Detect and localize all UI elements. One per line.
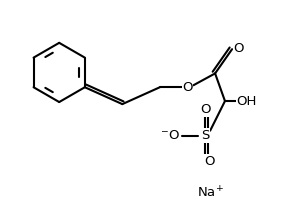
Text: O: O bbox=[200, 103, 210, 116]
Text: Na$^{+}$: Na$^{+}$ bbox=[197, 185, 224, 200]
Text: O: O bbox=[182, 81, 193, 94]
Text: $^{-}$O: $^{-}$O bbox=[160, 129, 180, 142]
Text: S: S bbox=[201, 129, 209, 142]
Text: O: O bbox=[204, 155, 215, 168]
Text: O: O bbox=[234, 42, 244, 55]
Text: OH: OH bbox=[237, 95, 257, 108]
